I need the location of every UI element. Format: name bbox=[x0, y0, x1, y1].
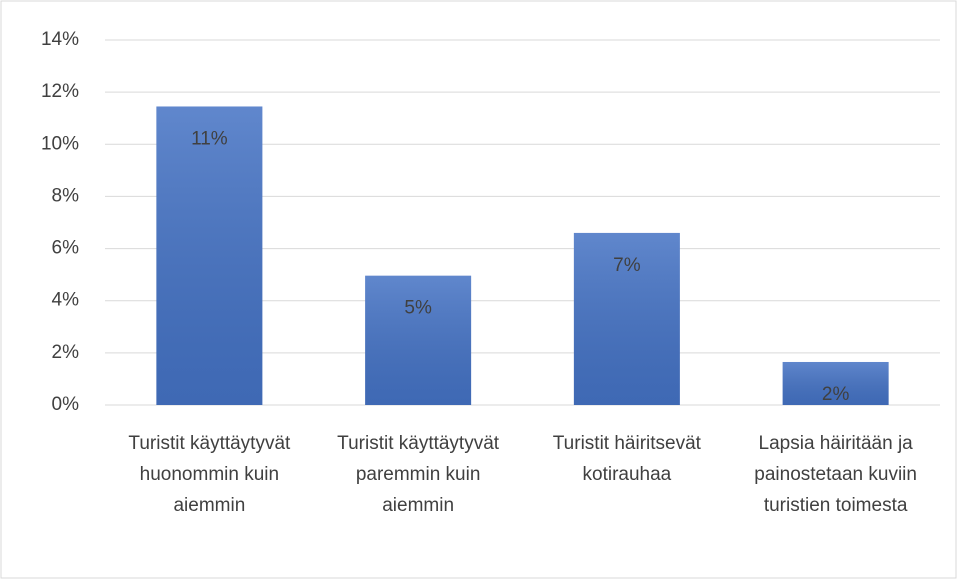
bar-shade bbox=[782, 361, 889, 405]
data-label: 11% bbox=[191, 128, 228, 149]
x-tick-label: Turistit käyttäytyvät huonommin kuin aie… bbox=[128, 433, 291, 516]
data-label: 2% bbox=[822, 384, 850, 405]
data-label: 5% bbox=[404, 298, 432, 319]
y-tick-label: 0% bbox=[52, 394, 80, 415]
bar-shade bbox=[365, 275, 472, 405]
x-tick-label: Lapsia häiritään ja painostetaan kuviin … bbox=[754, 433, 917, 516]
y-tick-label: 4% bbox=[52, 290, 80, 311]
y-tick-label: 12% bbox=[41, 81, 79, 102]
y-tick-label: 8% bbox=[52, 185, 80, 206]
x-tick-label: Turistit häiritsevät kotirauhaa bbox=[552, 433, 701, 485]
y-tick-label: 2% bbox=[52, 342, 80, 363]
y-tick-label: 14% bbox=[41, 29, 79, 50]
x-tick-label: Turistit käyttäytyvät paremmin kuin aiem… bbox=[337, 433, 500, 516]
y-tick-label: 10% bbox=[41, 133, 79, 154]
bar-shade bbox=[573, 232, 680, 405]
data-label: 7% bbox=[613, 255, 641, 276]
y-tick-label: 6% bbox=[52, 238, 80, 259]
bar-shade bbox=[156, 106, 263, 405]
